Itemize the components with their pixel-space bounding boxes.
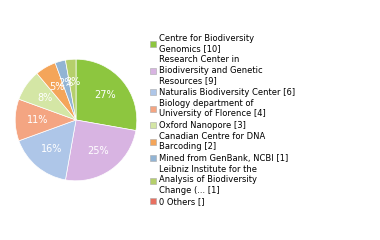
Legend: Centre for Biodiversity
Genomics [10], Research Center in
Biodiversity and Genet: Centre for Biodiversity Genomics [10], R… xyxy=(148,32,297,208)
Text: 5%: 5% xyxy=(49,82,65,92)
Wedge shape xyxy=(37,63,76,120)
Wedge shape xyxy=(65,120,136,181)
Wedge shape xyxy=(19,73,76,120)
Text: 2%: 2% xyxy=(59,78,74,88)
Wedge shape xyxy=(76,59,137,131)
Text: 3%: 3% xyxy=(65,77,80,87)
Wedge shape xyxy=(65,59,76,120)
Text: 11%: 11% xyxy=(27,115,48,125)
Text: 8%: 8% xyxy=(37,93,52,103)
Wedge shape xyxy=(55,60,76,120)
Text: 25%: 25% xyxy=(87,146,109,156)
Text: 27%: 27% xyxy=(95,90,116,100)
Text: 16%: 16% xyxy=(41,144,62,154)
Wedge shape xyxy=(15,99,76,141)
Wedge shape xyxy=(19,120,76,180)
